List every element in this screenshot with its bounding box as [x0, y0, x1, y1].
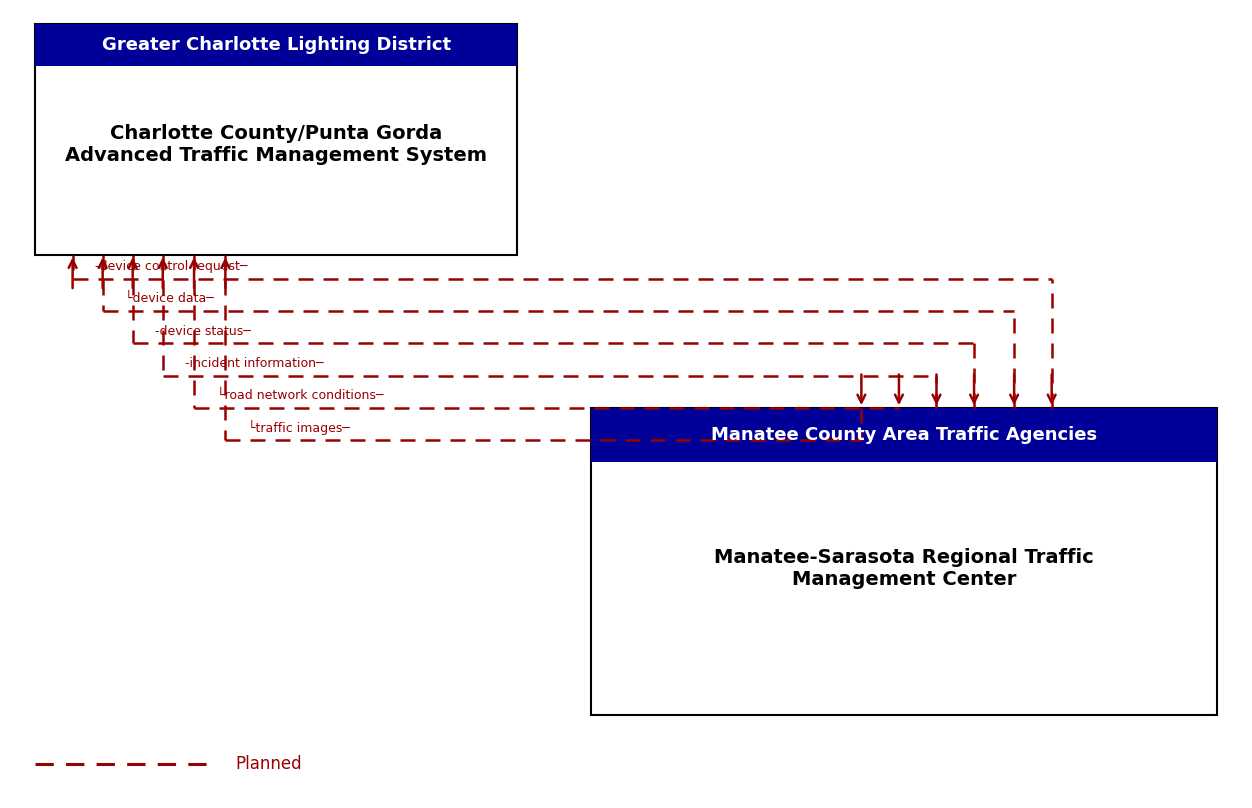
Text: Planned: Planned — [235, 755, 302, 772]
Text: Greater Charlotte Lighting District: Greater Charlotte Lighting District — [101, 36, 451, 54]
Text: Manatee-Sarasota Regional Traffic
Management Center: Manatee-Sarasota Regional Traffic Manage… — [714, 548, 1094, 589]
Text: └device data─: └device data─ — [125, 292, 214, 305]
Text: -device control request─: -device control request─ — [95, 260, 248, 273]
Bar — [35, 24, 517, 255]
Text: -incident information─: -incident information─ — [185, 357, 324, 370]
Bar — [35, 24, 517, 65]
Text: └traffic images─: └traffic images─ — [248, 419, 349, 435]
Text: Charlotte County/Punta Gorda
Advanced Traffic Management System: Charlotte County/Punta Gorda Advanced Tr… — [65, 124, 487, 166]
Bar — [591, 408, 1217, 715]
Text: └road network conditions─: └road network conditions─ — [217, 389, 383, 402]
Bar — [591, 408, 1217, 462]
Text: Manatee County Area Traffic Agencies: Manatee County Area Traffic Agencies — [711, 426, 1097, 444]
Text: -device status─: -device status─ — [155, 325, 250, 338]
